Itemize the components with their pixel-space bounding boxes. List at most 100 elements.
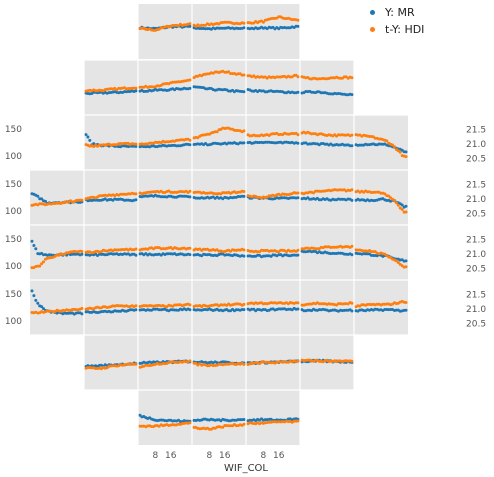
- data-point-hdi: [38, 264, 42, 268]
- data-point-mr: [404, 259, 408, 263]
- data-point-hdi: [404, 301, 408, 304]
- data-point-hdi: [188, 138, 192, 142]
- data-point-hdi: [396, 203, 400, 207]
- data-point-mr: [32, 294, 36, 298]
- legend-item-mr: Y: MR: [362, 4, 494, 21]
- x-tick-label: 8: [153, 451, 159, 461]
- data-point-hdi: [396, 261, 400, 264]
- data-point-hdi: [80, 250, 84, 253]
- data-point-hdi: [350, 359, 354, 363]
- data-point-hdi: [296, 75, 300, 79]
- data-point-hdi: [42, 260, 45, 264]
- data-point-mr: [350, 309, 354, 313]
- data-point-hdi: [391, 143, 394, 147]
- data-point-mr: [296, 24, 300, 28]
- right-y-tick-label: 21.0: [466, 305, 486, 315]
- die-panel: [192, 280, 246, 335]
- data-point-hdi: [40, 262, 44, 266]
- data-point-hdi: [296, 419, 300, 423]
- data-point-hdi: [134, 304, 138, 308]
- data-point-mr: [242, 418, 246, 421]
- die-panel: [246, 60, 300, 115]
- left-y-tick-label: 100: [5, 152, 22, 162]
- data-point-mr: [350, 144, 354, 148]
- legend-label-mr: Y: MR: [385, 6, 415, 19]
- die-panel: [354, 115, 408, 170]
- x-tick-label: 8: [261, 451, 267, 461]
- legend-item-hdi: t-Y: HDI: [362, 21, 494, 38]
- die-panel: [30, 280, 84, 335]
- data-point-mr: [350, 93, 354, 97]
- data-point-mr: [400, 203, 404, 207]
- data-point-hdi: [350, 301, 354, 305]
- data-point-hdi: [350, 133, 354, 137]
- data-point-hdi: [296, 133, 300, 137]
- x-tick-label: 16: [165, 451, 177, 461]
- data-point-hdi: [134, 192, 138, 196]
- right-y-tick-label: 21.0: [466, 195, 486, 205]
- data-point-mr: [296, 90, 300, 94]
- data-point-hdi: [242, 248, 246, 252]
- left-y-tick-label: 150: [5, 290, 22, 300]
- data-point-hdi: [204, 23, 207, 27]
- x-tick-label: 8: [207, 451, 213, 461]
- die-panel: [300, 280, 354, 335]
- right-y-tick-label: 20.5: [466, 154, 486, 164]
- data-point-hdi: [398, 150, 402, 154]
- data-point-hdi: [188, 303, 192, 307]
- data-point-mr: [404, 150, 408, 154]
- data-point-hdi: [188, 246, 192, 250]
- data-point-mr: [36, 301, 40, 305]
- data-point-hdi: [242, 129, 246, 133]
- data-point-mr: [36, 194, 40, 198]
- die-panel: [300, 60, 354, 115]
- left-y-tick-label: 150: [5, 125, 22, 135]
- right-y-tick-label: 20.5: [466, 209, 486, 219]
- data-point-hdi: [188, 189, 192, 193]
- data-point-mr: [134, 89, 138, 93]
- data-point-hdi: [296, 301, 300, 305]
- data-point-hdi: [215, 130, 219, 134]
- data-point-mr: [30, 289, 34, 293]
- die-panel: [138, 225, 192, 280]
- left-y-tick-label: 150: [5, 235, 22, 245]
- right-y-tick-label: 21.5: [466, 236, 486, 246]
- data-point-mr: [42, 307, 45, 311]
- data-point-hdi: [385, 139, 389, 143]
- data-point-hdi: [296, 359, 300, 363]
- data-point-mr: [134, 253, 138, 257]
- data-point-hdi: [242, 422, 246, 426]
- data-point-hdi: [80, 198, 84, 202]
- right-y-tick-label: 21.5: [466, 291, 486, 301]
- data-point-mr: [350, 198, 354, 202]
- dies-layer: [30, 4, 408, 445]
- data-point-hdi: [134, 86, 138, 90]
- data-point-mr: [134, 198, 138, 202]
- data-point-mr: [40, 305, 44, 309]
- right-y-tick-label: 20.5: [466, 264, 486, 274]
- data-point-hdi: [134, 362, 138, 366]
- data-point-mr: [242, 90, 246, 94]
- die-panel: [300, 115, 354, 170]
- data-point-hdi: [134, 142, 138, 146]
- right-y-tick-label: 21.5: [466, 181, 486, 191]
- data-point-mr: [296, 253, 300, 257]
- die-panel: [84, 335, 138, 390]
- data-point-hdi: [350, 188, 354, 192]
- data-point-mr: [296, 196, 300, 200]
- legend: Y: MR t-Y: HDI: [362, 4, 494, 38]
- right-y-tick-label: 21.5: [466, 126, 486, 136]
- data-point-mr: [88, 138, 92, 142]
- legend-marker-mr: [370, 10, 375, 15]
- data-point-hdi: [350, 244, 354, 248]
- data-point-hdi: [404, 265, 408, 269]
- data-point-hdi: [350, 76, 354, 80]
- data-point-hdi: [400, 208, 404, 211]
- data-point-hdi: [188, 78, 192, 82]
- right-y-tick-label: 21.0: [466, 250, 486, 260]
- data-point-mr: [30, 239, 34, 243]
- data-point-hdi: [67, 200, 70, 204]
- data-point-hdi: [296, 248, 300, 252]
- die-panel: [354, 280, 408, 335]
